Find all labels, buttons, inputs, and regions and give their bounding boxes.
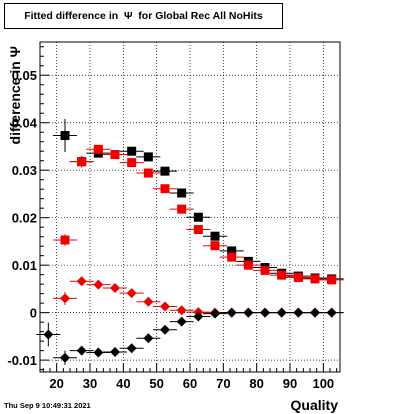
data-point-square [243, 260, 253, 270]
y-tick-label: 0.05 [12, 68, 37, 83]
data-point-diamond [143, 296, 154, 307]
data-point-diamond [76, 345, 87, 356]
data-point-diamond [260, 307, 270, 318]
data-point-square [260, 265, 270, 275]
data-point-diamond [293, 307, 304, 318]
data-point-square [60, 235, 70, 245]
date-stamp: Thu Sep 9 10:49:31 2021 [4, 401, 91, 410]
data-point-diamond [43, 329, 54, 340]
y-axis-label: difference in Ψ [7, 46, 23, 144]
data-point-square [293, 273, 303, 283]
data-point-square [210, 231, 220, 241]
y-tick-label: 0.02 [12, 211, 37, 226]
x-tick-label: 50 [149, 376, 163, 391]
y-tick-label: 0.01 [12, 258, 37, 273]
y-tick-label: 0.03 [12, 163, 37, 178]
data-point-square [160, 184, 170, 194]
data-point-square [227, 246, 237, 256]
plot-title: Fitted difference in Ψ for Global Rec Al… [24, 10, 263, 22]
data-point-diamond [310, 307, 320, 318]
data-point-diamond [210, 308, 220, 319]
data-point-diamond [126, 343, 137, 354]
data-point-diamond [276, 307, 287, 318]
grid-lines [40, 42, 340, 372]
y-tick-label: -0.01 [7, 353, 37, 368]
data-point-square [160, 166, 170, 176]
x-tick-label: 70 [216, 376, 230, 391]
axis-ticks: 20 30 40 50 60 70 80 90 100 -0.01 0 0.01 0.02 0.03 0.0… [7, 46, 338, 391]
data-point-diamond [126, 288, 137, 299]
data-point-diamond [93, 347, 104, 358]
y-tick-label: 0 [30, 306, 37, 321]
data-point-square [60, 131, 70, 141]
x-tick-label: 80 [249, 376, 263, 391]
plot-title-box: Fitted difference in Ψ for Global Rec Al… [4, 3, 283, 29]
data-point-diamond [193, 311, 204, 322]
data-point-diamond [176, 316, 187, 327]
data-point-square [77, 157, 87, 167]
data-point-diamond [110, 282, 120, 293]
data-points [36, 118, 344, 365]
x-tick-label: 90 [283, 376, 297, 391]
data-point-diamond [110, 347, 120, 358]
data-point-square [110, 150, 120, 160]
x-tick-label: 20 [49, 376, 63, 391]
data-point-square [327, 275, 337, 285]
y-tick-label: 0.04 [12, 116, 38, 131]
data-point-square [127, 146, 137, 156]
data-point-diamond [326, 307, 337, 318]
data-point-square [310, 274, 320, 284]
data-point-diamond [143, 333, 154, 344]
data-point-square [143, 152, 153, 162]
x-tick-label: 100 [312, 376, 334, 391]
data-point-diamond [160, 324, 170, 335]
data-point-diamond [160, 301, 170, 312]
data-point-diamond [60, 293, 70, 304]
x-tick-label: 30 [83, 376, 97, 391]
data-point-square [143, 168, 153, 178]
data-point-square [177, 204, 187, 214]
data-point-diamond [176, 305, 187, 316]
data-point-square [210, 241, 220, 251]
data-point-square [93, 144, 103, 154]
data-point-square [127, 158, 137, 168]
data-point-diamond [93, 279, 104, 290]
x-tick-label: 40 [116, 376, 130, 391]
data-point-square [227, 252, 237, 262]
x-tick-label: 60 [183, 376, 197, 391]
data-point-square [193, 225, 203, 235]
data-point-square [193, 212, 203, 222]
data-point-diamond [76, 276, 87, 287]
data-point-square [277, 270, 287, 280]
x-axis-label: Quality [291, 397, 339, 413]
data-point-diamond [243, 307, 254, 318]
data-point-square [177, 188, 187, 198]
data-point-diamond [226, 307, 237, 318]
data-point-diamond [60, 352, 70, 363]
